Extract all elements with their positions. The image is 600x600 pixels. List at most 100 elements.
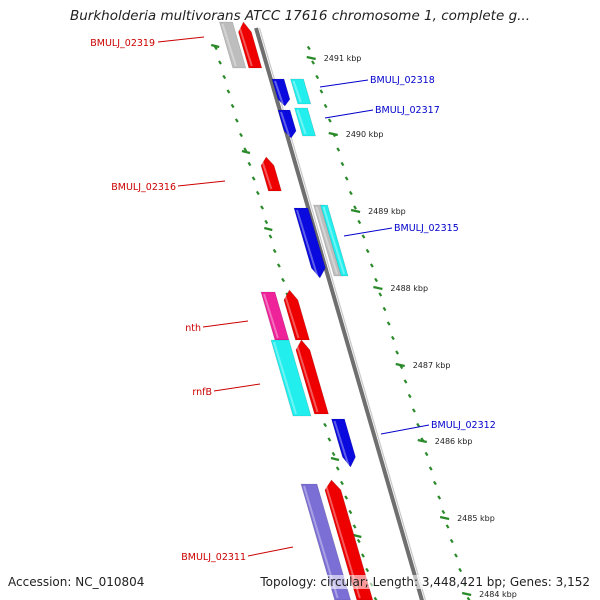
gene-glyph[interactable] [324, 479, 374, 600]
ruler-dot [458, 567, 463, 573]
gene-glyph-sheen [274, 80, 284, 105]
gene-glyph[interactable] [283, 289, 310, 341]
ruler-dot [226, 89, 231, 94]
gene-glyph-sheen [295, 341, 319, 413]
ruler-dot [386, 321, 391, 326]
gene-label-connector [213, 383, 261, 392]
gene-glyph[interactable] [260, 156, 282, 192]
gene-label[interactable]: BMULJ_02318 [370, 75, 435, 86]
gene-label-connector [380, 424, 430, 435]
gene-label-connector [324, 109, 374, 119]
gene-label-connector [319, 79, 369, 88]
ruler-dot [344, 176, 349, 181]
gene-glyph[interactable] [320, 204, 349, 277]
ruler-dot [407, 393, 412, 399]
gene-glyph[interactable] [219, 21, 247, 69]
ruler-dot [218, 60, 222, 65]
gene-glyph[interactable] [294, 107, 316, 137]
ruler-dot [260, 205, 264, 210]
ruler-dot [348, 509, 353, 515]
gene-label-connector [177, 180, 226, 187]
gene-glyph[interactable] [300, 483, 351, 600]
scale-tick-label: 2487 kbp [413, 361, 451, 370]
ruler-dot [344, 495, 349, 500]
scale-tick-label: 2485 kbp [457, 514, 495, 523]
gene-label[interactable]: BMULJ_02316 [111, 182, 176, 193]
ruler-dot [315, 74, 320, 80]
gene-glyph[interactable] [331, 418, 356, 468]
ruler-dot [340, 161, 345, 167]
scale-tick-left [210, 43, 220, 49]
gene-glyph-sheen [315, 206, 339, 275]
ruler-dot [264, 219, 269, 225]
gene-glyph-sheen [322, 206, 346, 275]
gene-glyph-sheen [273, 341, 297, 415]
right-ruler [306, 45, 471, 600]
ruler-dot [323, 422, 328, 428]
scale-tick [350, 208, 361, 214]
ruler-dot [403, 379, 408, 384]
scale-tick-left [353, 533, 362, 539]
scale-tick [417, 438, 428, 444]
gene-label-connector [157, 36, 205, 43]
scale-tick-left [330, 456, 340, 462]
ruler-dot [449, 538, 454, 544]
gene-glyph-sheen [296, 209, 319, 277]
ruler-dot [327, 437, 332, 442]
gene-glyph-sheen [333, 420, 350, 466]
ruler-dot [454, 553, 458, 558]
ruler-dot [230, 103, 235, 109]
gene-glyph-sheen [292, 80, 302, 103]
gene-label[interactable]: BMULJ_02312 [431, 420, 496, 431]
ruler-dot [416, 422, 421, 428]
scale-tick-label: 2488 kbp [390, 284, 428, 293]
gene-glyph[interactable] [277, 109, 297, 139]
ruler-dot [365, 567, 370, 573]
gene-label[interactable]: nth [185, 323, 201, 334]
gene-glyph-sheen [237, 23, 253, 67]
ruler-dot [374, 277, 379, 283]
ruler-dot [311, 60, 315, 65]
gene-label-connector [202, 320, 249, 328]
gene-glyph[interactable] [293, 207, 326, 279]
gene-label[interactable]: BMULJ_02311 [181, 552, 246, 563]
ruler-dot [323, 103, 328, 109]
scale-tick [439, 515, 450, 521]
gene-glyph[interactable] [271, 78, 291, 107]
gene-glyph-sheen [283, 291, 300, 339]
ruler-dot [306, 45, 311, 51]
gene-label[interactable]: BMULJ_02319 [90, 38, 155, 49]
accession-text: Accession: NC_010804 [8, 575, 145, 589]
ruler-dot [255, 190, 260, 196]
ruler-dot [239, 132, 243, 138]
gene-label[interactable]: BMULJ_02317 [375, 105, 440, 116]
gene-glyph-sheen [263, 293, 279, 339]
ruler-dot [336, 147, 341, 152]
ruler-dot [319, 89, 324, 94]
ruler-dot [352, 524, 357, 529]
map-title: Burkholderia multivorans ATCC 17616 chro… [69, 8, 531, 24]
ruler-dot [234, 118, 239, 123]
scale-tick-label: 2484 kbp [479, 590, 517, 599]
gene-glyph-sheen [296, 109, 307, 135]
ruler-dot [327, 118, 332, 123]
gene-glyph[interactable] [295, 339, 329, 415]
genome-summary: Topology: circular; Length: 3,448,421 bp… [260, 575, 590, 589]
gene-glyph[interactable] [238, 21, 263, 69]
ruler-dot [382, 306, 387, 312]
gene-label[interactable]: rnfB [192, 387, 212, 398]
ruler-dot [437, 495, 442, 500]
ruler-dot [268, 234, 273, 239]
ruler-dot [340, 480, 344, 486]
scale-tick-label: 2486 kbp [435, 437, 473, 446]
gene-glyph[interactable] [290, 78, 312, 105]
scale-tick [306, 55, 316, 61]
ruler-dot [365, 248, 370, 254]
gene-glyph[interactable] [270, 339, 312, 417]
gene-label[interactable]: BMULJ_02315 [394, 223, 459, 234]
gene-label-connector [343, 227, 393, 237]
scale-tick-label: 2490 kbp [346, 130, 384, 139]
ruler-dot [356, 538, 361, 544]
ruler-dot [331, 451, 336, 457]
